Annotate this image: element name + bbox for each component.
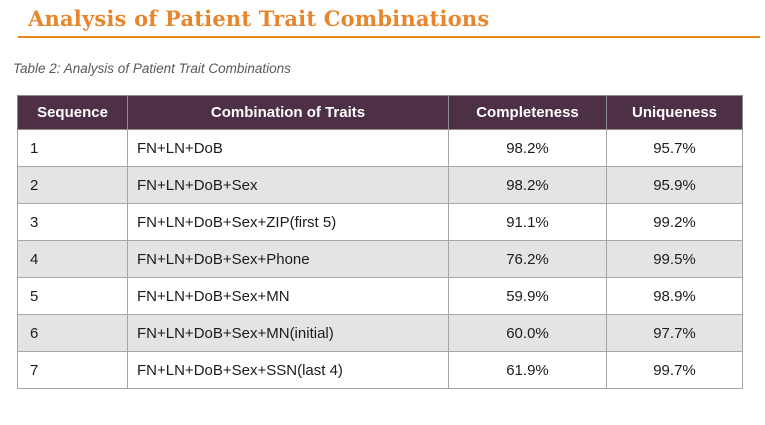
uniqueness-cell: 95.7% — [606, 129, 743, 167]
header-traits: Combination of Traits — [127, 95, 449, 130]
uniqueness-cell: 98.9% — [606, 277, 743, 315]
trait-combinations-table: Sequence Combination of Traits Completen… — [17, 95, 743, 389]
sequence-cell: 3 — [17, 203, 128, 241]
table-row: 2 FN+LN+DoB+Sex 98.2% 95.9% — [17, 166, 743, 204]
header-sequence: Sequence — [17, 95, 128, 130]
completeness-cell: 60.0% — [448, 314, 607, 352]
traits-cell: FN+LN+DoB+Sex+MN — [127, 277, 449, 315]
sequence-cell: 1 — [17, 129, 128, 167]
table-row: 4 FN+LN+DoB+Sex+Phone 76.2% 99.5% — [17, 240, 743, 278]
traits-cell: FN+LN+DoB — [127, 129, 449, 167]
table-row: 3 FN+LN+DoB+Sex+ZIP(first 5) 91.1% 99.2% — [17, 203, 743, 241]
traits-cell: FN+LN+DoB+Sex — [127, 166, 449, 204]
completeness-cell: 61.9% — [448, 351, 607, 389]
sequence-cell: 4 — [17, 240, 128, 278]
completeness-cell: 91.1% — [448, 203, 607, 241]
header-uniqueness: Uniqueness — [606, 95, 743, 130]
uniqueness-cell: 97.7% — [606, 314, 743, 352]
table-header-row: Sequence Combination of Traits Completen… — [17, 95, 743, 130]
completeness-cell: 76.2% — [448, 240, 607, 278]
header-completeness: Completeness — [448, 95, 607, 130]
uniqueness-cell: 99.2% — [606, 203, 743, 241]
sequence-cell: 5 — [17, 277, 128, 315]
uniqueness-cell: 99.7% — [606, 351, 743, 389]
completeness-cell: 98.2% — [448, 129, 607, 167]
traits-cell: FN+LN+DoB+Sex+ZIP(first 5) — [127, 203, 449, 241]
completeness-cell: 59.9% — [448, 277, 607, 315]
sequence-cell: 7 — [17, 351, 128, 389]
traits-cell: FN+LN+DoB+Sex+Phone — [127, 240, 449, 278]
table-row: 6 FN+LN+DoB+Sex+MN(initial) 60.0% 97.7% — [17, 314, 743, 352]
traits-cell: FN+LN+DoB+Sex+MN(initial) — [127, 314, 449, 352]
table-row: 1 FN+LN+DoB 98.2% 95.7% — [17, 129, 743, 167]
traits-cell: FN+LN+DoB+Sex+SSN(last 4) — [127, 351, 449, 389]
title-underline-rule — [18, 36, 760, 38]
uniqueness-cell: 99.5% — [606, 240, 743, 278]
table-row: 5 FN+LN+DoB+Sex+MN 59.9% 98.9% — [17, 277, 743, 315]
sequence-cell: 6 — [17, 314, 128, 352]
completeness-cell: 98.2% — [448, 166, 607, 204]
page-title: Analysis of Patient Trait Combinations — [28, 6, 490, 31]
sequence-cell: 2 — [17, 166, 128, 204]
table-row: 7 FN+LN+DoB+Sex+SSN(last 4) 61.9% 99.7% — [17, 351, 743, 389]
table-caption: Table 2: Analysis of Patient Trait Combi… — [13, 61, 291, 76]
uniqueness-cell: 95.9% — [606, 166, 743, 204]
